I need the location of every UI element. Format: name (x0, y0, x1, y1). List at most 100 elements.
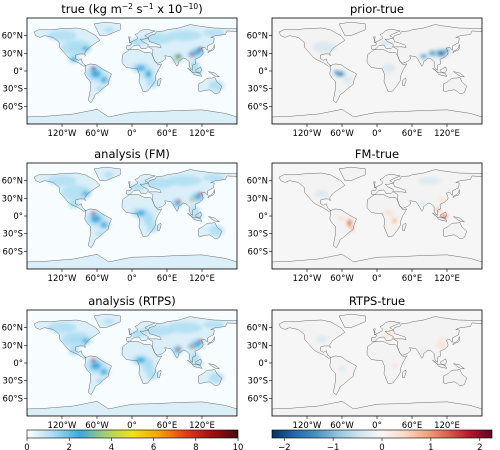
coastline-an (27, 401, 237, 416)
coastline-as (392, 316, 482, 363)
difference-blob (384, 210, 394, 216)
lat-tick-label: 0° (258, 212, 268, 222)
coastline-bo (440, 211, 447, 219)
coastline-ng (208, 71, 221, 78)
difference-core (351, 227, 354, 231)
lat-tick-label: 0° (258, 67, 268, 77)
difference-blob (417, 177, 442, 185)
lat-tick-label: 30°S (3, 230, 23, 240)
lat-tick-label: 60°N (2, 177, 23, 187)
emission-core (134, 331, 142, 336)
coastline-na (33, 172, 101, 212)
emission-blob (167, 322, 202, 333)
coastline-id (187, 359, 203, 369)
land-as (393, 24, 482, 71)
coastline-au (443, 77, 467, 94)
land-af (367, 341, 407, 384)
coastline-af (121, 340, 163, 384)
lon-tick-label: 120°W (48, 129, 77, 139)
emission-core (90, 362, 101, 370)
emission-blob (47, 175, 77, 186)
coastline-sa (84, 63, 112, 104)
difference-core (430, 51, 435, 56)
coastline-jp (452, 189, 461, 199)
emission-peak (177, 346, 181, 350)
lon-tick-label: 60°W (330, 274, 354, 284)
coastline-id (187, 67, 203, 77)
emission-blob (96, 230, 104, 237)
panel-title: FM-true (355, 147, 399, 161)
colorbar-emissions: 0 2 4 6 8 10 (24, 429, 243, 450)
coastline-md (157, 222, 162, 231)
coastline-jp (207, 336, 216, 346)
map-panel-analysis-rtps: 120°W 60°W 0° 60°E 120°E 60°N 30°N 0° 30°S 60°S an… (2, 294, 238, 431)
emission-core (192, 63, 198, 68)
lon-tick-label: 0° (372, 129, 382, 139)
coastline-ng (208, 363, 221, 370)
colorbar-difference: −2 −1 0 1 2 (271, 429, 493, 450)
emission-core (82, 46, 89, 51)
colorbar-tick-label: −1 (327, 443, 340, 450)
emission-core (136, 210, 146, 216)
lon-tick-label: 60°W (85, 274, 109, 284)
land-ng (453, 71, 465, 77)
lat-tick-label: 30°N (247, 49, 268, 59)
coastline-an (272, 254, 482, 269)
lat-tick-label: 30°S (248, 377, 268, 387)
coastline-br (128, 181, 131, 187)
coastline-ng (208, 216, 221, 223)
emission-blob (143, 178, 174, 189)
land-ng (208, 216, 220, 222)
map-panel-analysis-fm: 120°W 60°W 0° 60°E 120°E 60°N 30°N 0° 30°S 60°S an… (2, 147, 238, 284)
panel-title: analysis (FM) (94, 147, 170, 161)
coastline-jp (452, 44, 461, 54)
lon-tick-label: 60°W (85, 129, 109, 139)
coastline-eu (371, 320, 402, 343)
difference-blob (421, 349, 426, 353)
emission-blob (130, 183, 146, 191)
emission-blob (209, 372, 225, 384)
coastline-af (366, 48, 408, 92)
coastline-au (198, 369, 222, 386)
emission-core (100, 369, 108, 375)
difference-blob (337, 216, 347, 221)
map-panel-fm-true: 120°W 60°W 0° 60°E 120°E 60°N 30°N 0° 30°S 60°S FM… (247, 147, 483, 284)
coastline-eu (126, 28, 157, 51)
lon-tick-label: 0° (127, 129, 137, 139)
lat-tick-label: 0° (13, 359, 23, 369)
map-panel-rtps-true: 120°W 60°W 0° 60°E 120°E 60°N 30°N 0° 30°S 60°S RT… (247, 294, 483, 431)
lon-tick-label: 120°E (189, 421, 215, 431)
map-panel-true: 120°W 60°W 0° 60°E 120°E 60°N 30°N 0° 30°S 60°S tr… (2, 2, 238, 139)
lon-tick-label: 120°W (293, 421, 322, 431)
emission-peak (91, 212, 96, 216)
lon-tick-label: 120°E (189, 129, 215, 139)
colorbar-tick-label: 1 (428, 443, 433, 450)
lon-tick-label: 120°E (189, 274, 215, 284)
colorbar-emissions-bar (26, 429, 239, 439)
coastline-id (432, 359, 448, 369)
lon-tick-label: 120°W (293, 129, 322, 139)
emission-core (98, 379, 102, 383)
coastline-jp (207, 189, 216, 199)
lat-tick-label: 60°N (2, 324, 23, 334)
land-na (279, 28, 345, 67)
coastline-gl (93, 166, 121, 181)
emission-core (90, 215, 101, 223)
emission-blob (203, 321, 225, 329)
coastline-eu (126, 173, 157, 196)
coastline-na (33, 319, 101, 359)
lon-tick-label: 120°E (434, 129, 460, 139)
coastline-jp (452, 336, 461, 346)
lon-tick-label: 60°W (330, 129, 354, 139)
lat-tick-label: 60°N (247, 32, 268, 42)
emission-blob (189, 205, 201, 215)
emission-core (90, 70, 101, 78)
coastline-bo (440, 66, 447, 74)
coastline-md (402, 77, 407, 86)
emission-core (145, 70, 152, 78)
coastline-md (402, 222, 407, 231)
difference-core (442, 215, 447, 218)
difference-core (421, 54, 426, 58)
emission-core (136, 357, 146, 363)
